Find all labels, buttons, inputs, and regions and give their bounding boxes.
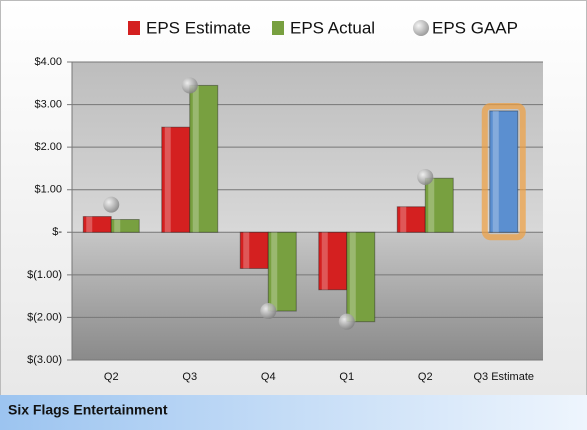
legend-label: EPS Actual	[290, 18, 375, 37]
legend-swatch	[272, 21, 284, 35]
legend-swatch	[128, 21, 140, 35]
gaap-marker	[338, 313, 355, 330]
estimate-glow	[481, 102, 526, 241]
legend-label: EPS GAAP	[432, 18, 518, 37]
bar-actual	[110, 219, 140, 233]
bar-shine	[428, 178, 435, 233]
bar-actual	[189, 84, 219, 233]
x-tick-label: Q2	[104, 371, 119, 383]
legend-swatch	[413, 20, 429, 36]
bar-estimate	[318, 231, 348, 291]
x-tick-label: Q2	[418, 371, 433, 383]
y-tick-label: $-	[52, 226, 62, 238]
bar-estimate	[489, 110, 519, 233]
x-tick-label: Q3	[182, 371, 197, 383]
gaap-marker	[417, 168, 434, 185]
footer: Six Flags Entertainment	[8, 402, 168, 418]
bar-shine	[321, 232, 328, 290]
bar-shine	[243, 232, 250, 269]
legend-label: EPS Estimate	[146, 18, 251, 37]
y-tick-label: $2.00	[34, 141, 62, 153]
y-tick-label: $1.00	[34, 184, 62, 196]
bar-actual	[267, 231, 297, 312]
y-tick-label: $(1.00)	[27, 269, 62, 281]
bar-shine	[164, 127, 171, 233]
y-tick-label: $4.00	[34, 56, 62, 68]
bar-shine	[192, 85, 199, 233]
bar-actual	[424, 177, 454, 233]
bar-actual	[346, 231, 376, 323]
gaap-marker	[103, 196, 120, 213]
x-tick-label: Q4	[261, 371, 276, 383]
bar-shine	[271, 232, 278, 312]
x-tick-label: Q3 Estimate	[473, 371, 534, 383]
bar-estimate	[239, 231, 269, 269]
bar-shine	[114, 219, 121, 233]
y-tick-label: $3.00	[34, 98, 62, 110]
bar-shine	[400, 206, 407, 233]
gaap-marker	[260, 303, 277, 320]
bar-estimate	[396, 206, 426, 233]
gaap-marker	[181, 77, 198, 94]
x-tick-label: Q1	[339, 371, 354, 383]
y-tick-label: $(3.00)	[27, 354, 62, 366]
bar-shine	[86, 216, 93, 233]
plot-area-negative	[72, 232, 543, 360]
footer-band	[0, 395, 587, 430]
bar-shine	[492, 110, 499, 233]
bar-shine	[349, 232, 356, 322]
y-tick-label: $(2.00)	[27, 311, 62, 323]
